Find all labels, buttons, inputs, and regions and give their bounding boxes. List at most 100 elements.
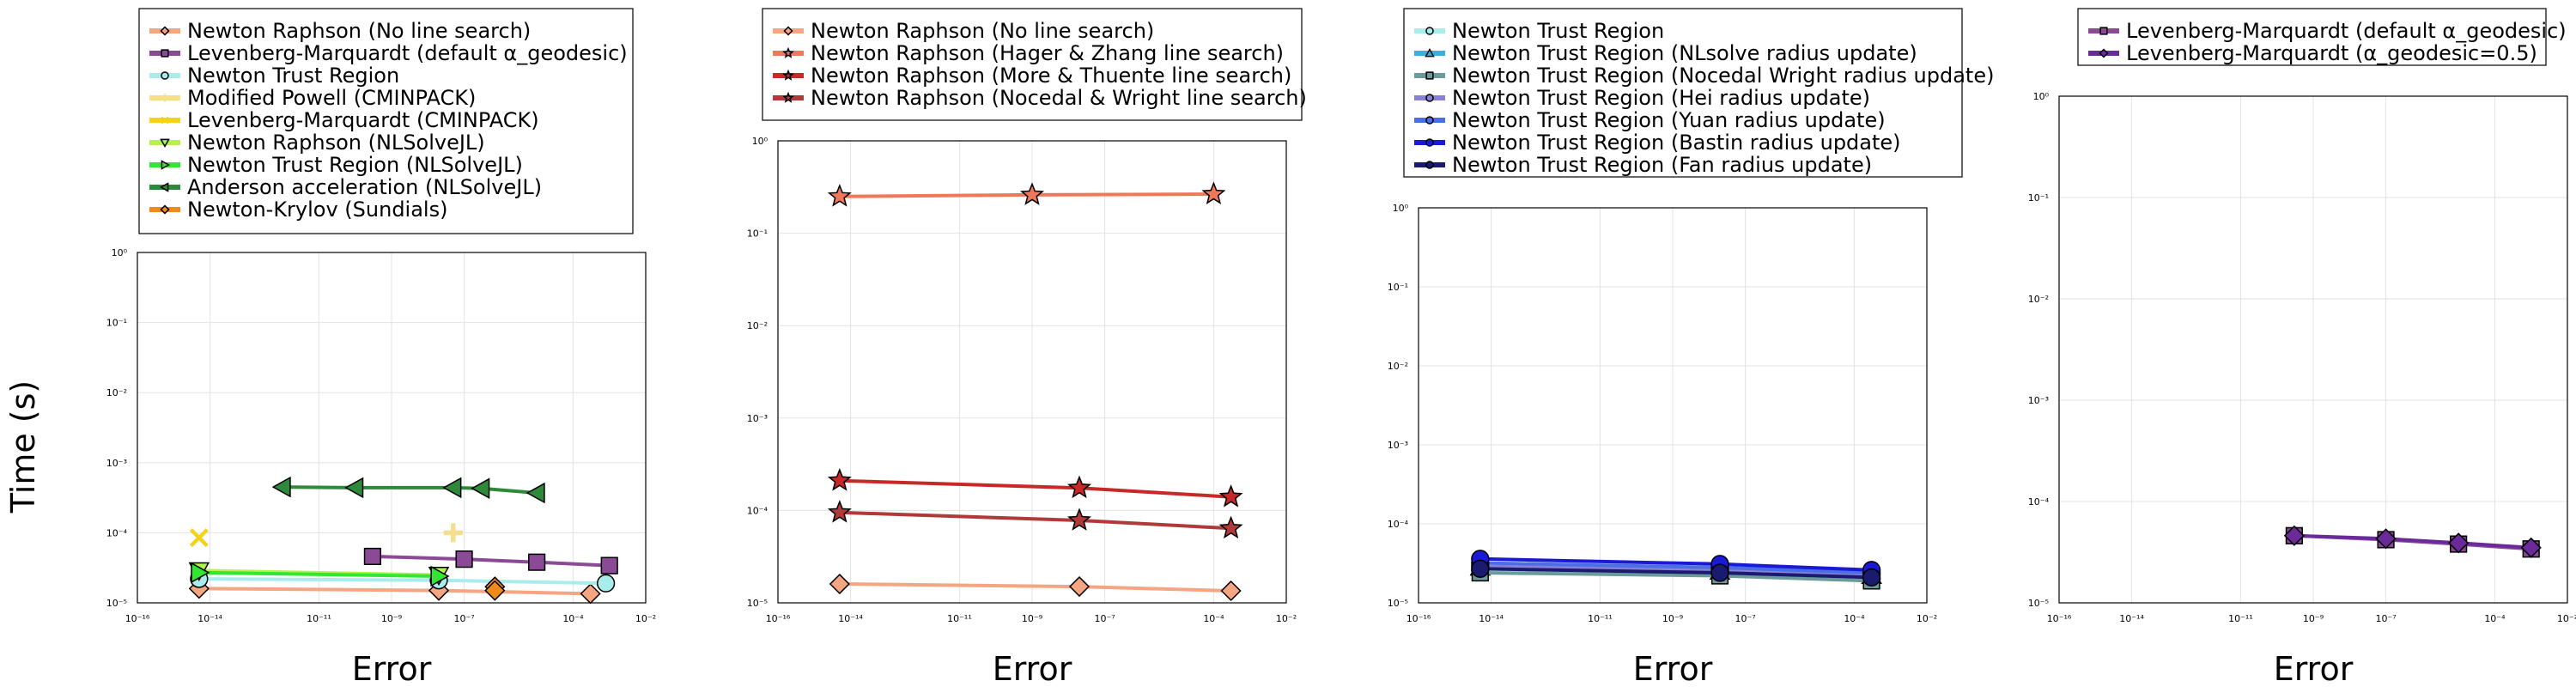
legend-marker <box>161 160 171 170</box>
legend-entry: Newton Raphson (Nocedal & Wright line se… <box>811 86 1307 110</box>
legend-marker <box>160 204 170 215</box>
x-axis-label: Error <box>1633 650 1713 687</box>
legend-entry: Newton Trust Region <box>187 64 399 88</box>
legend-entry: Newton Trust Region <box>1452 19 1664 43</box>
y-tick-label: 10⁻² <box>747 320 768 331</box>
y-tick-label: 10⁻⁴ <box>1388 519 1409 530</box>
x-tick-label: 10⁻⁴ <box>562 613 584 624</box>
data-point <box>189 528 209 548</box>
plot-frame <box>1418 207 1928 604</box>
legend-entry: Newton Raphson (No line search) <box>187 19 531 43</box>
y-tick-label: 10⁻¹ <box>2028 192 2049 204</box>
legend-entry: Newton Raphson (More & Thuente line sear… <box>811 64 1291 88</box>
data-point <box>430 565 450 587</box>
data-point <box>827 184 852 207</box>
data-point <box>1220 580 1242 602</box>
series-line <box>2293 533 2531 550</box>
chart-panel-1: 10⁻¹⁶ 10⁻¹⁴ 10⁻¹¹ 10⁻⁹ 10⁻⁷ 10⁻⁴ 10⁻² 10⁻⁵ 10⁻⁴ 1… <box>106 8 656 687</box>
legend-entry: Levenberg-Marquardt (default α_geodesic) <box>187 41 628 65</box>
data-point <box>1068 575 1091 598</box>
series-7 <box>1471 559 1881 587</box>
x-axis-label: Error <box>2274 650 2354 687</box>
legend-marker <box>161 71 169 80</box>
series-4 <box>827 500 1243 539</box>
y-tick-label: 10⁻⁵ <box>2028 598 2049 609</box>
x-tick-label: 10⁻⁷ <box>453 613 474 624</box>
legend-marker <box>1425 138 1434 147</box>
chart-panel-3: 10⁻¹⁶ 10⁻¹⁴ 10⁻¹¹ 10⁻⁹ 10⁻⁷ 10⁻⁴ 10⁻² 10⁻⁵ 10⁻⁴ 1… <box>1388 8 1994 687</box>
x-tick-label: 10⁻¹⁶ <box>766 613 791 624</box>
data-point <box>2448 532 2470 554</box>
data-point <box>827 500 852 523</box>
legend: Newton Raphson (No line search)Levenberg… <box>138 8 634 234</box>
plot-frame <box>777 140 1287 604</box>
legend-marker <box>159 182 169 192</box>
x-tick-label: 10⁻¹¹ <box>947 613 972 624</box>
data-point <box>596 574 616 593</box>
data-point <box>484 580 506 601</box>
x-axis-label: Error <box>352 650 432 687</box>
data-point <box>1020 182 1044 205</box>
y-tick-label: 10⁻⁵ <box>1388 598 1408 609</box>
legend-marker <box>783 26 793 36</box>
data-point <box>1218 515 1243 539</box>
y-tick-label: 10⁻⁴ <box>2028 496 2050 508</box>
legend-marker <box>1425 161 1434 169</box>
y-tick-label: 10⁻⁵ <box>747 598 768 609</box>
legend: Newton Raphson (No line search)Newton Ra… <box>762 8 1307 121</box>
data-point <box>526 482 545 504</box>
x-tick-label: 10⁻¹¹ <box>1588 613 1613 624</box>
data-point <box>443 523 463 543</box>
x-tick-label: 10⁻⁹ <box>2303 613 2324 624</box>
y-tick-label: 10⁻² <box>1388 361 1408 372</box>
y-tick-label: 10⁻³ <box>2028 395 2049 406</box>
series-line <box>198 577 606 586</box>
legend-entry: Modified Powell (CMINPACK) <box>187 86 476 110</box>
legend-marker <box>1425 47 1435 58</box>
x-tick-label: 10⁻¹⁶ <box>125 613 150 624</box>
series-line <box>198 587 591 596</box>
legend-entry: Newton Raphson (Hager & Zhang line searc… <box>811 41 1284 65</box>
legend-box <box>2077 8 2547 66</box>
plot-frame <box>137 252 647 604</box>
legend-entry: Newton Raphson (NLSolveJL) <box>187 131 485 155</box>
y-tick-label: 10⁻⁴ <box>747 505 769 516</box>
series-2 <box>2283 525 2542 558</box>
data-point <box>455 550 473 568</box>
legend-marker <box>2099 48 2109 58</box>
legend-marker <box>1425 116 1434 125</box>
series-3 <box>827 468 1243 508</box>
y-tick-label: 10⁻¹ <box>1388 282 1408 293</box>
legend-marker <box>782 69 794 81</box>
x-tick-label: 10⁻² <box>1276 613 1297 624</box>
legend-entry: Levenberg-Marquardt (α_geodesic=0.5) <box>2126 41 2537 65</box>
y-tick-label: 10⁻¹ <box>747 228 768 240</box>
data-point <box>1710 563 1729 582</box>
y-tick-label: 10⁻⁵ <box>106 598 127 609</box>
y-tick-label: 10⁰ <box>752 136 769 147</box>
x-tick-label: 10⁻⁷ <box>1094 613 1115 624</box>
data-point <box>829 573 850 595</box>
series-7 <box>191 562 450 587</box>
series-line <box>283 485 538 495</box>
legend-entry: Newton-Krylov (Sundials) <box>187 198 447 222</box>
legend-entry: Newton Trust Region (NLsolve radius upda… <box>1452 41 1917 65</box>
y-tick-label: 10⁻¹ <box>106 318 127 329</box>
legend-entry: Newton Trust Region (Nocedal Wright radi… <box>1452 64 1994 88</box>
x-tick-label: 10⁻⁷ <box>2375 613 2396 624</box>
data-point <box>2375 528 2397 550</box>
series-1 <box>2285 526 2540 558</box>
y-tick-label: 10⁰ <box>2033 91 2050 102</box>
legend-marker <box>161 116 169 125</box>
legend-marker <box>161 94 169 102</box>
legend-marker <box>2099 27 2108 35</box>
legend-marker <box>160 26 170 36</box>
legend-marker <box>1425 27 1434 35</box>
legend-entry: Newton Trust Region (Yuan radius update) <box>1452 108 1886 132</box>
data-point <box>471 477 490 499</box>
x-axis-label: Error <box>993 650 1072 687</box>
data-point <box>344 477 364 499</box>
legend-entry: Newton Trust Region (Fan radius update) <box>1452 153 1872 177</box>
data-point <box>1067 475 1091 499</box>
series-2 <box>827 181 1226 207</box>
